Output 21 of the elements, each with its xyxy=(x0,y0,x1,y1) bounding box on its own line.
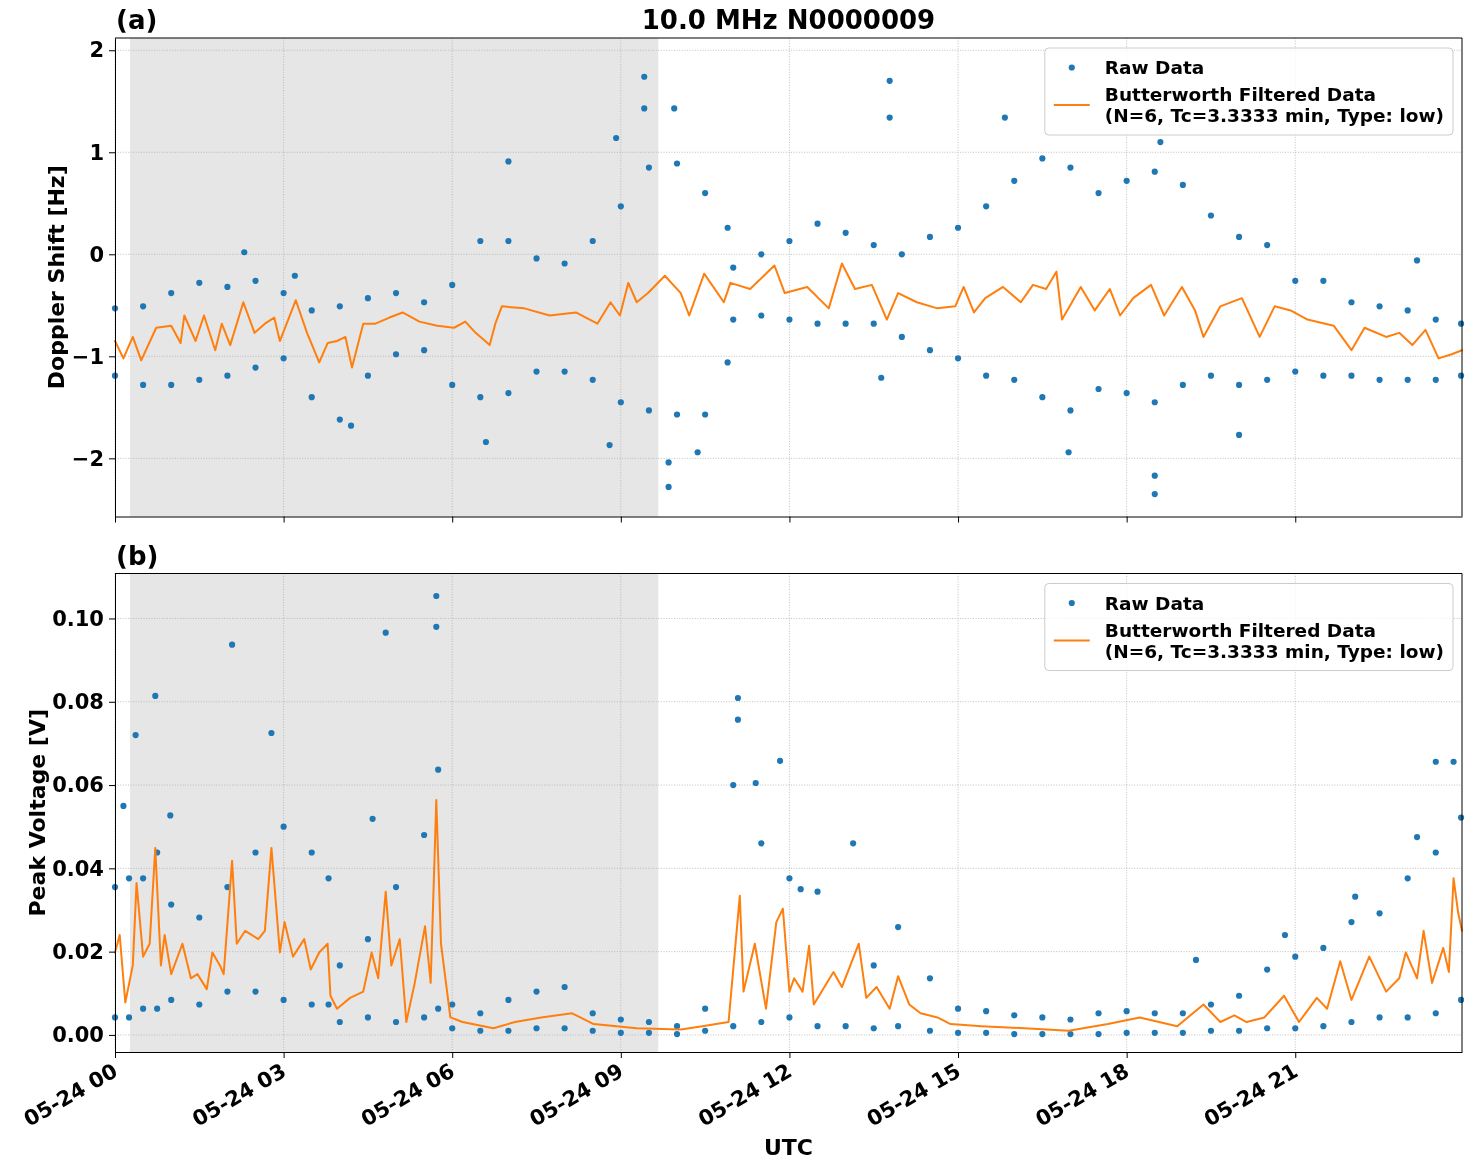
x-axis-title: UTC xyxy=(763,1135,814,1161)
legend-label: Raw Data xyxy=(1104,592,1205,614)
legend-label: Butterworth Filtered Data (N=6, Tc=3.3333 min, Type: low) xyxy=(1104,84,1444,127)
y-tick-label: 0.04 xyxy=(52,856,104,881)
text: (b) xyxy=(116,540,159,571)
y-tick-label: 0.06 xyxy=(52,773,104,798)
y-tick-label: −2 xyxy=(71,446,104,471)
y-tick-label: 1 xyxy=(89,140,104,165)
text: (a) xyxy=(116,5,158,35)
y-tick-label: 0.10 xyxy=(52,606,104,631)
legend-label: Raw Data xyxy=(1104,57,1205,79)
y-tick-label: 0.02 xyxy=(52,939,104,964)
y-tick-label: 0 xyxy=(89,242,104,267)
y-tick-label: 0.08 xyxy=(52,689,104,714)
y-axis-title: Peak Voltage [V] xyxy=(24,709,50,917)
chart-title: 10.0 MHz N0000009 xyxy=(641,5,936,35)
legend-label: Butterworth Filtered Data (N=6, Tc=3.3333 min, Type: low) xyxy=(1104,619,1444,662)
y-tick-label: −1 xyxy=(71,344,104,369)
y-tick-label: 2 xyxy=(89,38,104,63)
y-axis-title: Doppler Shift [Hz] xyxy=(44,165,70,390)
y-tick-label: 0.00 xyxy=(52,1023,104,1048)
